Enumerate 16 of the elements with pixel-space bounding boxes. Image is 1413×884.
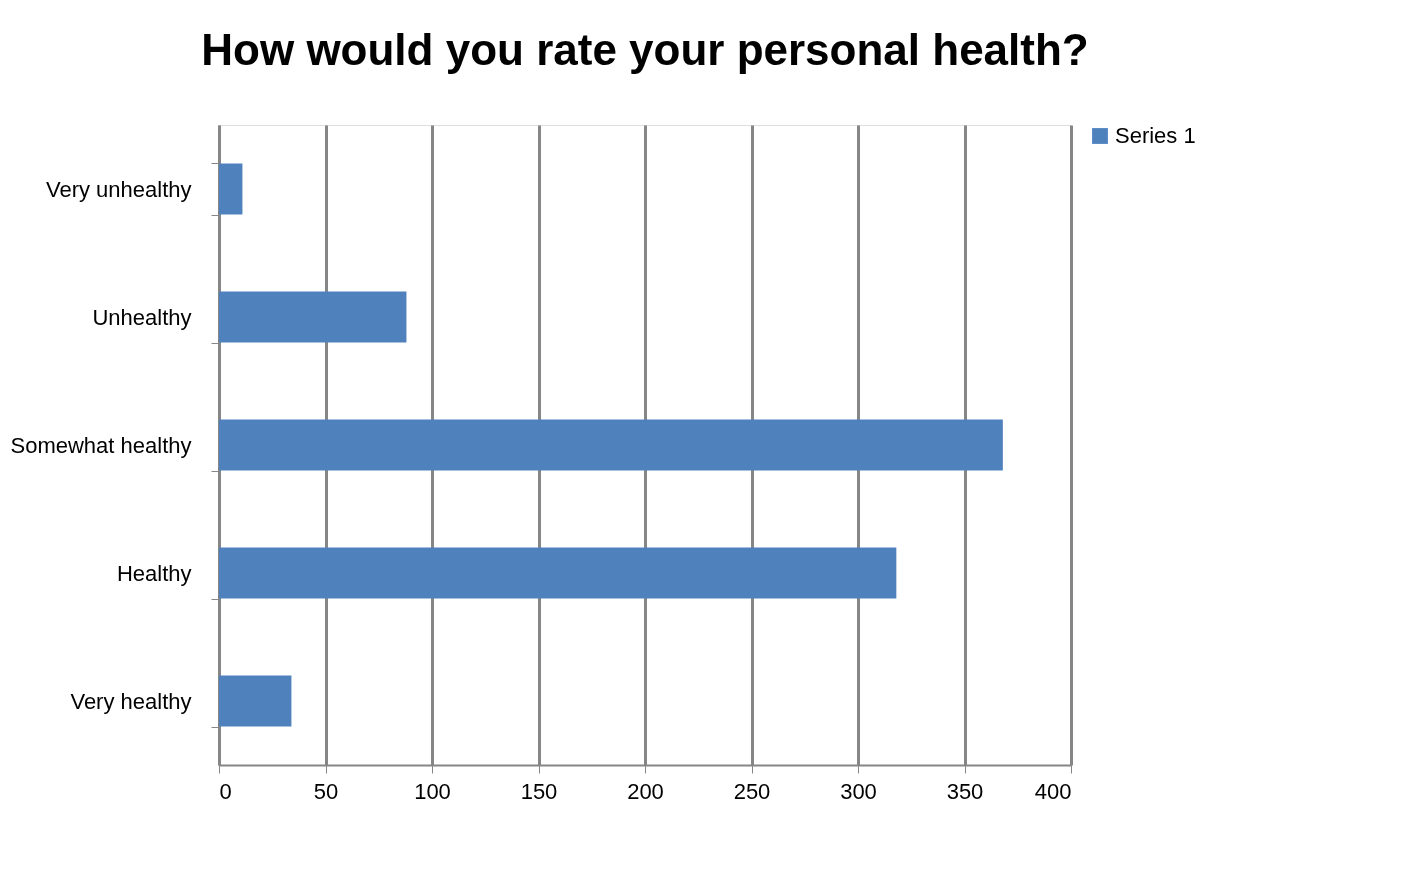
x-tick-label: 300	[840, 778, 877, 804]
x-tick-label: 50	[313, 778, 339, 804]
x-tick-label: 400	[1034, 778, 1072, 804]
x-tick-label: 100	[414, 778, 451, 804]
y-tick-label: Very healthy	[70, 688, 192, 714]
y-tick-label: Somewhat healthy	[10, 432, 192, 458]
chart-title: How would you rate your personal health?	[201, 25, 1089, 74]
x-tick-label: 250	[733, 778, 771, 804]
x-tick-label: 200	[627, 778, 664, 804]
y-tick-label: Very unhealthy	[45, 176, 192, 202]
x-tick-label: 350	[946, 778, 984, 804]
y-tick-label: Unhealthy	[92, 304, 192, 330]
legend-label: Series 1	[1115, 123, 1196, 148]
y-tick-label: Healthy	[116, 560, 192, 586]
x-tick-label: 150	[520, 778, 558, 804]
x-tick-label: 0	[219, 778, 232, 804]
